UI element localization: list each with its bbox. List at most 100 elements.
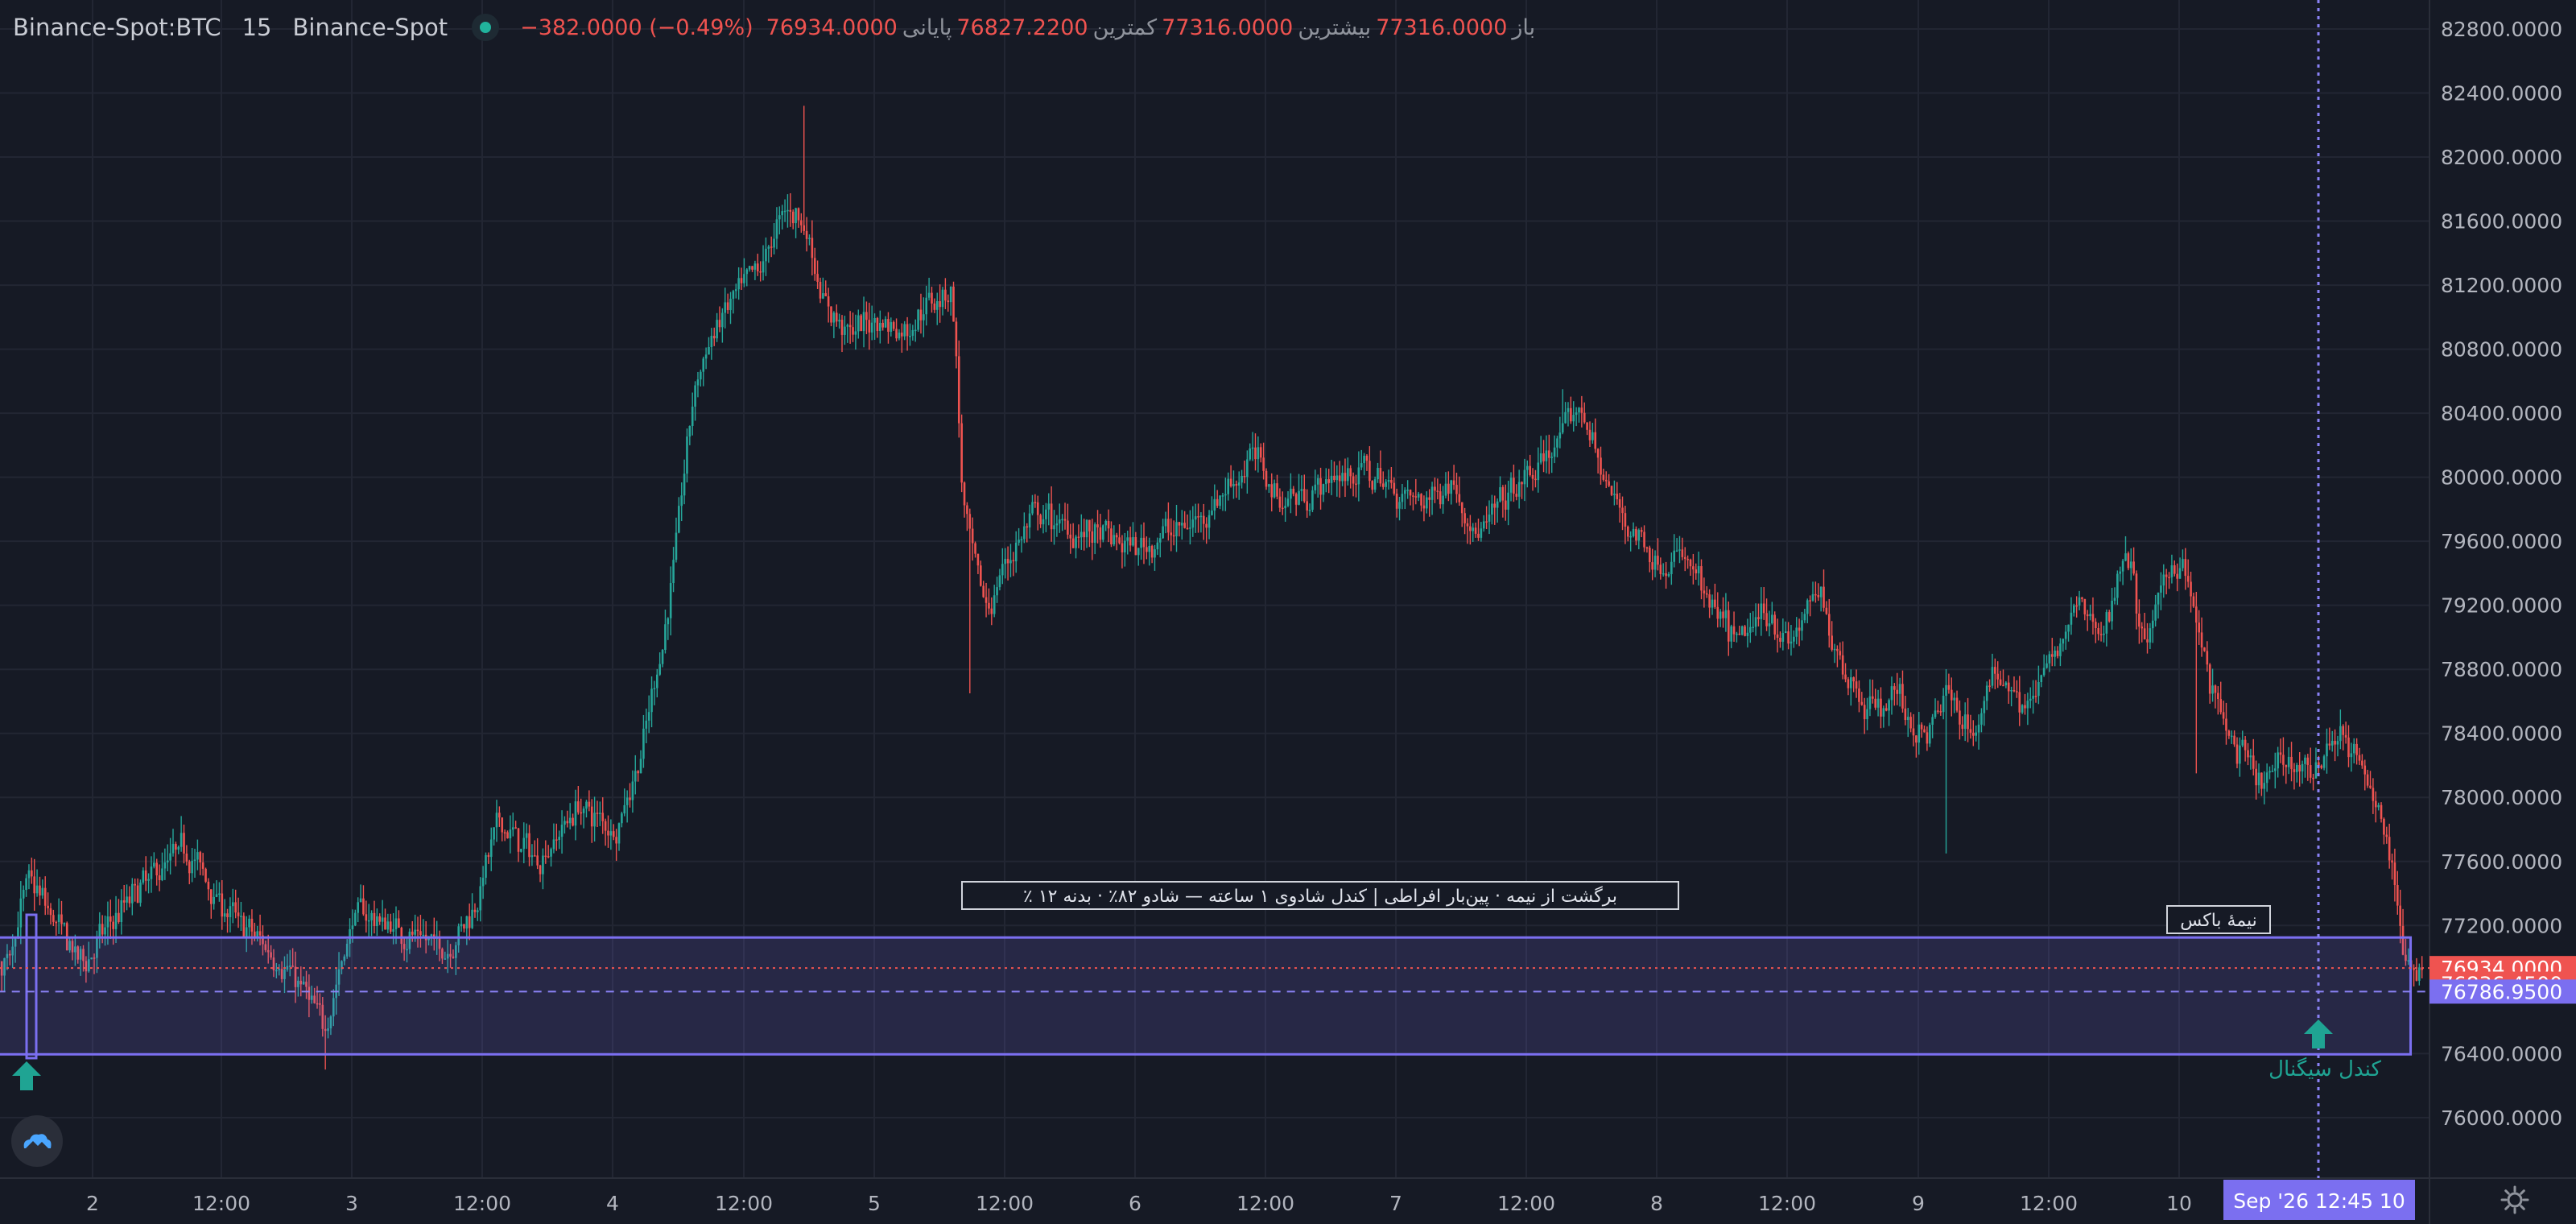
candle-body <box>158 875 161 881</box>
candle-body <box>816 274 819 282</box>
candle <box>175 842 177 866</box>
candle-body <box>1409 490 1412 496</box>
candle <box>1232 470 1235 499</box>
change-value: −382.0000 (−0.49%) <box>520 14 753 40</box>
candle <box>319 993 321 1016</box>
candle <box>2344 722 2347 744</box>
candle-body <box>1355 483 1357 486</box>
candle <box>381 899 384 932</box>
candle <box>737 267 740 300</box>
candle-body <box>1014 542 1018 562</box>
candle <box>1142 522 1146 564</box>
candle-body <box>367 920 370 922</box>
candle-body <box>2383 818 2385 835</box>
candle <box>751 266 753 272</box>
candle <box>2034 680 2037 703</box>
candle <box>2322 755 2326 771</box>
candle <box>1194 503 1197 533</box>
candle-body <box>1616 494 1619 499</box>
candle-body <box>27 870 31 879</box>
candle <box>332 989 335 1027</box>
symbol-name[interactable]: Binance-Spot:BTC <box>13 14 221 41</box>
candle <box>721 308 724 343</box>
candle <box>789 192 792 227</box>
candle-body <box>805 230 808 239</box>
candle <box>153 852 155 869</box>
candle <box>2021 704 2024 714</box>
candle-body <box>191 860 193 874</box>
candle-body <box>1567 407 1570 412</box>
candle <box>1626 525 1629 542</box>
candle <box>1784 621 1787 634</box>
candle-body <box>1888 700 1890 711</box>
candle-body <box>2146 639 2149 643</box>
candle-body <box>1621 507 1624 514</box>
candle-body <box>294 966 297 987</box>
candle <box>939 284 941 323</box>
candle-body <box>193 859 196 861</box>
candle-body <box>2239 745 2241 764</box>
candle-body <box>1651 562 1653 570</box>
candle <box>2407 948 2410 966</box>
candle-body <box>2132 561 2135 574</box>
candle-body <box>2391 860 2393 863</box>
candle <box>2235 737 2239 769</box>
candle <box>2330 730 2334 752</box>
interval-label[interactable]: 15 <box>242 14 272 41</box>
candle <box>1447 471 1450 502</box>
candle <box>1746 618 1749 648</box>
candle <box>473 903 477 918</box>
candle <box>76 945 80 964</box>
candle-body <box>539 865 542 875</box>
candle-body <box>914 329 917 332</box>
candle <box>359 884 362 903</box>
candle-body <box>949 286 952 303</box>
candle-body <box>1020 539 1023 540</box>
candle-body <box>389 921 392 932</box>
candle-body <box>384 917 386 930</box>
candle <box>1529 454 1531 477</box>
candle-body <box>22 890 25 899</box>
candle-body <box>1724 610 1728 618</box>
candle-body <box>1727 610 1730 642</box>
candle-body <box>2004 682 2008 685</box>
candle-body <box>2318 762 2320 766</box>
candle-body <box>511 827 514 830</box>
candle-body <box>1417 494 1420 498</box>
candle <box>2380 802 2383 823</box>
candle <box>144 856 147 891</box>
candle <box>1039 513 1042 528</box>
candle <box>2279 738 2282 763</box>
candle <box>2222 701 2225 726</box>
candle-body <box>947 300 950 303</box>
candle-body <box>1126 537 1129 541</box>
candle <box>1428 489 1430 517</box>
candle <box>1071 523 1075 548</box>
candle <box>275 962 278 978</box>
candle-body <box>345 943 349 957</box>
candle-body <box>1379 468 1382 484</box>
candle <box>2013 676 2016 693</box>
candle <box>422 919 425 939</box>
candle-body <box>2214 685 2217 693</box>
candle-body <box>1006 559 1009 564</box>
candle <box>892 320 895 331</box>
candle <box>1455 472 1458 503</box>
candle <box>288 949 291 977</box>
candle-body <box>906 324 909 337</box>
candle <box>1463 507 1466 535</box>
candle <box>1290 473 1292 514</box>
candle <box>27 864 31 890</box>
candle-body <box>884 319 887 328</box>
gear-icon[interactable] <box>2499 1184 2531 1216</box>
candle <box>1311 486 1314 513</box>
time-tick-label: 12:00 <box>1497 1192 1555 1215</box>
candle-body <box>2277 752 2279 769</box>
candle <box>645 708 648 743</box>
candle-body <box>919 309 923 320</box>
candle <box>691 392 694 436</box>
cloud-mountain-icon[interactable] <box>11 1115 63 1167</box>
candle-body <box>923 314 925 320</box>
candle-body <box>1939 711 1942 713</box>
